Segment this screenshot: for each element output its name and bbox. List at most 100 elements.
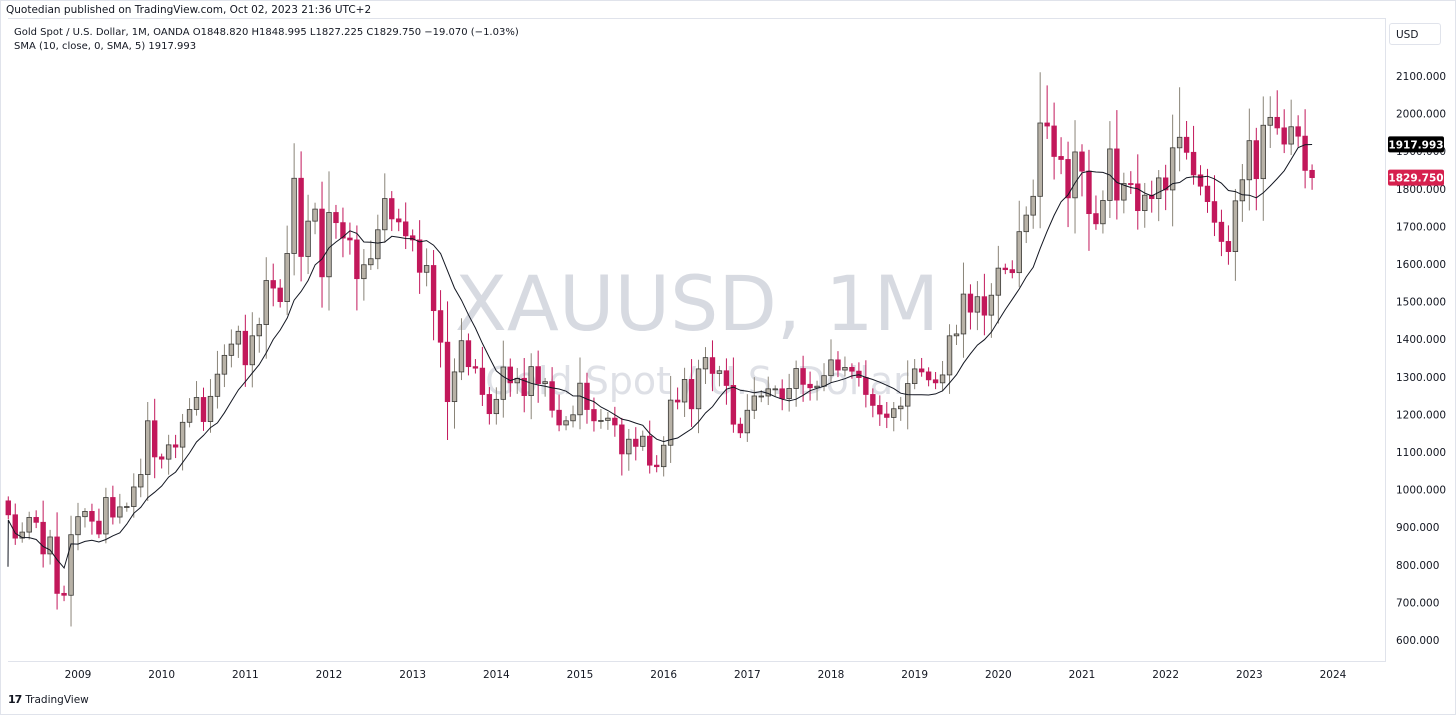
- candle: [1225, 225, 1232, 265]
- published-line: Quotedian published on TradingView.com, …: [6, 4, 372, 16]
- candle: [458, 318, 465, 381]
- candle: [653, 455, 660, 473]
- sma-line: [7, 144, 1313, 570]
- candle: [1016, 200, 1022, 288]
- candle: [1100, 190, 1106, 234]
- candle: [507, 358, 513, 397]
- candle: [1155, 170, 1162, 222]
- candle: [1058, 137, 1064, 175]
- footer: 17 TradingView: [8, 693, 89, 706]
- y-tick-label: 1300.000: [1396, 372, 1446, 384]
- candle: [772, 385, 778, 397]
- candle: [891, 402, 897, 432]
- candle: [1176, 87, 1183, 172]
- currency-button[interactable]: USD: [1389, 23, 1441, 45]
- candle: [709, 340, 716, 392]
- candle: [5, 496, 11, 520]
- candle: [451, 358, 458, 429]
- candle: [786, 373, 792, 412]
- candle: [598, 409, 604, 429]
- time-axis[interactable]: 2009 2010 2011 2012 2013 2014 2015 2016 2017 2018…: [65, 669, 1347, 681]
- candle: [563, 416, 569, 431]
- candle: [82, 508, 88, 528]
- candle: [695, 359, 702, 434]
- candle: [389, 191, 395, 232]
- candle: [702, 347, 709, 384]
- candle: [437, 290, 444, 368]
- tradingview-brand[interactable]: TradingView: [25, 693, 89, 706]
- candle: [75, 502, 81, 551]
- candle: [974, 281, 981, 331]
- candle: [911, 359, 918, 390]
- candle: [284, 225, 290, 316]
- candle: [1274, 90, 1280, 135]
- last-price-tag-bg: [1388, 169, 1444, 186]
- candle: [103, 487, 109, 544]
- candle: [19, 522, 25, 543]
- candle: [500, 340, 507, 418]
- x-tick-label: 2016: [650, 669, 677, 681]
- candle: [165, 434, 172, 475]
- candle: [117, 493, 123, 524]
- candle: [305, 194, 311, 275]
- candle: [1114, 110, 1120, 220]
- candle: [884, 401, 890, 429]
- candle: [382, 173, 388, 243]
- candle: [549, 367, 555, 418]
- candle: [1065, 141, 1071, 228]
- candle: [1190, 125, 1197, 185]
- candle: [172, 434, 179, 459]
- candle: [723, 358, 730, 405]
- candle: [291, 143, 297, 276]
- candle: [110, 485, 116, 525]
- x-tick-label: 2018: [818, 669, 845, 681]
- symbol-line[interactable]: Gold Spot / U.S. Dollar, 1M, OANDA O1848…: [14, 27, 519, 38]
- candle: [1002, 263, 1009, 275]
- candle: [835, 351, 841, 378]
- candle: [619, 417, 625, 476]
- candle: [528, 353, 534, 420]
- candle: [660, 436, 667, 477]
- candle: [402, 202, 409, 250]
- indicator-line[interactable]: SMA (10, close, 0, SMA, 5) 1917.993: [14, 41, 197, 52]
- candle: [1302, 109, 1308, 189]
- candle: [612, 406, 618, 437]
- candle: [1281, 109, 1287, 154]
- candle: [430, 250, 437, 341]
- candle: [33, 510, 39, 529]
- x-tick-label: 2017: [734, 669, 761, 681]
- candle: [1253, 127, 1260, 211]
- y-tick-label: 1100.000: [1396, 447, 1446, 459]
- candle: [124, 502, 130, 512]
- candle: [577, 357, 583, 430]
- candle: [326, 171, 332, 311]
- candle: [347, 222, 353, 255]
- candle: [235, 325, 242, 358]
- candle: [1218, 209, 1225, 257]
- candle: [61, 585, 67, 602]
- candle: [228, 329, 235, 368]
- candle: [47, 529, 53, 565]
- tradingview-logo-icon: 17: [8, 693, 22, 706]
- candle: [1239, 164, 1246, 222]
- candle: [493, 387, 500, 425]
- y-tick-label: 1600.000: [1396, 259, 1446, 271]
- price-axis[interactable]: 600.000 700.000 800.000 900.000 1000.000 1100…: [1396, 71, 1446, 647]
- candle: [1232, 188, 1239, 281]
- candle: [26, 511, 32, 540]
- candle: [877, 395, 883, 426]
- y-tick-label: 800.000: [1396, 560, 1439, 572]
- candle: [542, 377, 548, 397]
- candle: [981, 273, 988, 336]
- candle: [807, 371, 813, 401]
- candle: [995, 245, 1002, 324]
- candle: [444, 301, 451, 440]
- candle: [1260, 96, 1266, 221]
- candle: [1149, 180, 1155, 213]
- candle: [1309, 164, 1315, 190]
- chart-legend: Gold Spot / U.S. Dollar, 1M, OANDA O1848…: [14, 26, 519, 54]
- candle: [647, 420, 653, 474]
- x-tick-label: 2009: [65, 669, 92, 681]
- candle: [584, 372, 590, 424]
